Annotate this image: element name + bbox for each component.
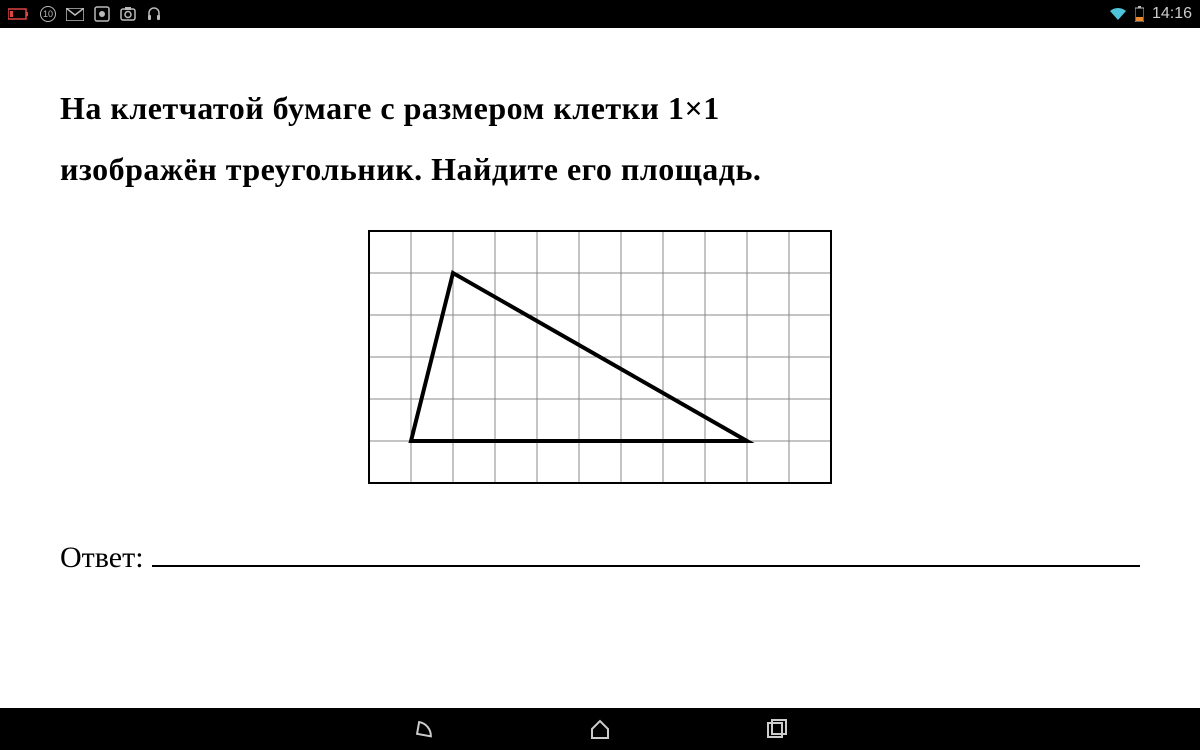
answer-line: [152, 565, 1140, 567]
badge-count: 10: [43, 9, 53, 19]
answer-label: Ответ:: [60, 541, 144, 575]
triangle-grid-diagram: [368, 230, 832, 489]
headphones-icon: [146, 6, 162, 22]
problem-line-1: На клетчатой бумаге с размером клетки 1×…: [60, 78, 1140, 139]
answer-row: Ответ:: [60, 539, 1140, 575]
problem-text: На клетчатой бумаге с размером клетки 1×…: [60, 78, 1140, 200]
status-left: 10: [8, 6, 162, 22]
android-nav-bar: [0, 708, 1200, 750]
content-area: На клетчатой бумаге с размером клетки 1×…: [0, 28, 1200, 708]
problem-line-2: изображён треугольник. Найдите его площа…: [60, 139, 1140, 200]
battery-status-icon: [1135, 6, 1144, 22]
android-status-bar: 10: [0, 0, 1200, 28]
status-right: 14:16: [1109, 5, 1192, 23]
wifi-icon: [1109, 7, 1127, 21]
grid-svg: [368, 230, 832, 484]
nav-recent-button[interactable]: [763, 716, 789, 742]
notification-badge-icon: 10: [40, 6, 56, 22]
camera-icon: [120, 6, 136, 22]
nav-home-button[interactable]: [587, 716, 613, 742]
app-icon-1: [94, 6, 110, 22]
battery-low-icon: [8, 8, 30, 20]
mail-icon: [66, 8, 84, 21]
diagram-container: [60, 230, 1140, 489]
nav-back-button[interactable]: [411, 716, 437, 742]
clock: 14:16: [1152, 5, 1192, 23]
